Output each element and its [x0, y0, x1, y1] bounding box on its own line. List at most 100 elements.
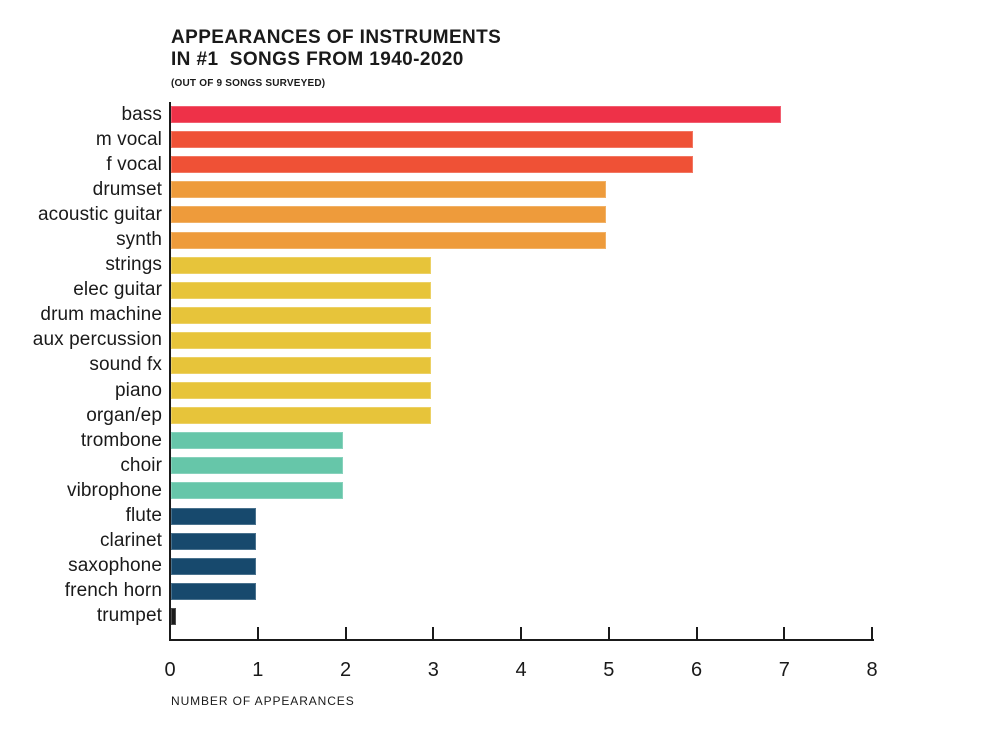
bar	[171, 256, 431, 274]
bar-label: bass	[121, 103, 162, 125]
bar-label: saxophone	[68, 555, 162, 577]
bar-row: flute	[0, 504, 871, 529]
bar-label: synth	[116, 229, 162, 251]
bar-row: trumpet	[0, 604, 871, 629]
chart-title-line1: APPEARANCES OF INSTRUMENTS	[171, 27, 502, 48]
bar	[171, 507, 256, 525]
bar-track	[171, 507, 871, 525]
bar-row: choir	[0, 453, 871, 478]
bar-row: acoustic guitar	[0, 202, 871, 227]
bar-row: trombone	[0, 428, 871, 453]
bar-row: elec guitar	[0, 278, 871, 303]
x-tick-label: 2	[339, 659, 352, 681]
bar	[171, 281, 431, 299]
bar	[171, 407, 431, 425]
bar-label: trumpet	[96, 605, 162, 627]
bar-label: sound fx	[89, 354, 162, 376]
bar-label: flute	[125, 505, 162, 527]
bar	[171, 382, 431, 400]
x-tick-label: 6	[690, 659, 703, 681]
bar-track	[171, 206, 871, 224]
bar-label: elec guitar	[73, 279, 162, 301]
bar-track	[171, 356, 871, 374]
bar-track	[171, 106, 871, 124]
bar-row: piano	[0, 378, 871, 403]
bar-label: f vocal	[106, 153, 162, 175]
x-tick-label: 4	[515, 659, 527, 681]
x-axis-title: NUMBER OF APPEARANCES	[171, 694, 355, 708]
x-tick-label: 1	[252, 659, 264, 681]
bar-row: sound fx	[0, 353, 871, 378]
bar-row: synth	[0, 227, 871, 252]
bar-rows: bass m vocal f vocal drumset acoustic gu…	[0, 102, 871, 629]
bar-label: clarinet	[99, 530, 162, 552]
bar-track	[171, 181, 871, 199]
bar	[171, 331, 431, 349]
bar-row: saxophone	[0, 554, 871, 579]
bar-row: f vocal	[0, 152, 871, 177]
bar-row: french horn	[0, 579, 871, 604]
bar-label: piano	[115, 379, 162, 401]
bar	[171, 106, 781, 124]
bar-track	[171, 432, 871, 450]
bar-track	[171, 482, 871, 500]
bar	[171, 156, 693, 174]
bar-track	[171, 382, 871, 400]
bar	[171, 482, 343, 500]
bar-track	[171, 331, 871, 349]
x-tick	[871, 627, 873, 639]
bar	[171, 532, 256, 550]
bar	[171, 432, 343, 450]
bar	[171, 181, 606, 199]
bar-label: aux percussion	[32, 329, 162, 351]
bar-row: drum machine	[0, 303, 871, 328]
bar-track	[171, 281, 871, 299]
bar-label: organ/ep	[86, 404, 162, 426]
bar-row: clarinet	[0, 529, 871, 554]
bar-track	[171, 582, 871, 600]
bar-track	[171, 607, 871, 625]
bar-label: choir	[120, 454, 162, 476]
bar-track	[171, 231, 871, 249]
bar-track	[171, 532, 871, 550]
bar-row: drumset	[0, 177, 871, 202]
bar-track	[171, 457, 871, 475]
x-tick-label: 7	[778, 659, 790, 681]
bar	[171, 356, 431, 374]
bar-label: drum machine	[40, 304, 162, 326]
bar-label: drumset	[92, 178, 162, 200]
bar-label: acoustic guitar	[37, 203, 162, 225]
x-tick-label: 0	[164, 659, 176, 681]
chart-subtitle: (OUT OF 9 SONGS SURVEYED)	[171, 78, 326, 89]
bar-label: trombone	[80, 429, 162, 451]
bar	[171, 557, 256, 575]
bar-row: bass	[0, 102, 871, 127]
x-axis-line	[169, 639, 874, 641]
bar-row: m vocal	[0, 127, 871, 152]
bar-track	[171, 131, 871, 149]
x-tick-label: 5	[603, 659, 615, 681]
bar-track	[171, 156, 871, 174]
bar-row: strings	[0, 253, 871, 278]
bar	[171, 231, 606, 249]
bar-track	[171, 407, 871, 425]
bar-row: aux percussion	[0, 328, 871, 353]
bar	[171, 607, 176, 625]
bar	[171, 131, 693, 149]
chart-header: APPEARANCES OF INSTRUMENTS IN #1 SONGS F…	[171, 27, 501, 89]
bar-label: m vocal	[95, 128, 162, 150]
bar-track	[171, 256, 871, 274]
bar-label: french horn	[64, 580, 162, 602]
bar	[171, 206, 606, 224]
bar	[171, 582, 256, 600]
bar-label: vibrophone	[66, 479, 162, 501]
x-tick-label: 3	[427, 659, 439, 681]
bar	[171, 306, 431, 324]
bar	[171, 457, 343, 475]
chart-title-line2: IN #1 SONGS FROM 1940-2020	[171, 49, 464, 70]
bar-track	[171, 306, 871, 324]
bar-label: strings	[105, 254, 162, 276]
bar-row: vibrophone	[0, 478, 871, 503]
bar-track	[171, 557, 871, 575]
